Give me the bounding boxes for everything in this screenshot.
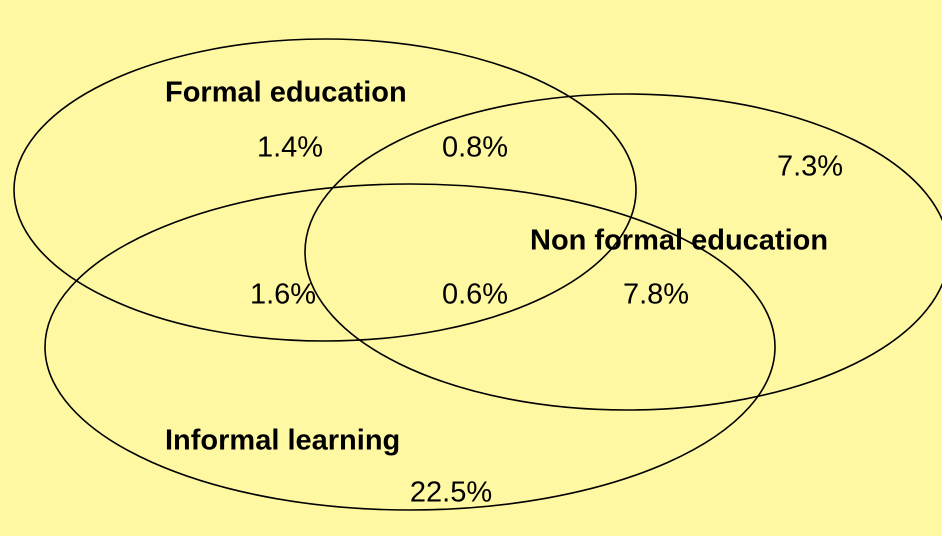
set-label: Non formal education [530,225,828,257]
region-value: 1.4% [257,132,323,164]
region-value: 1.6% [250,279,316,311]
region-value: 0.6% [442,279,508,311]
region-value: 7.8% [623,279,689,311]
formal-ellipse [13,38,637,342]
region-value: 7.3% [777,151,843,183]
informal-ellipse [44,183,776,511]
region-value: 0.8% [442,132,508,164]
set-label: Formal education [165,77,407,109]
non-formal-ellipse [304,93,942,411]
region-value: 22.5% [410,477,492,509]
set-label: Informal learning [165,425,400,457]
